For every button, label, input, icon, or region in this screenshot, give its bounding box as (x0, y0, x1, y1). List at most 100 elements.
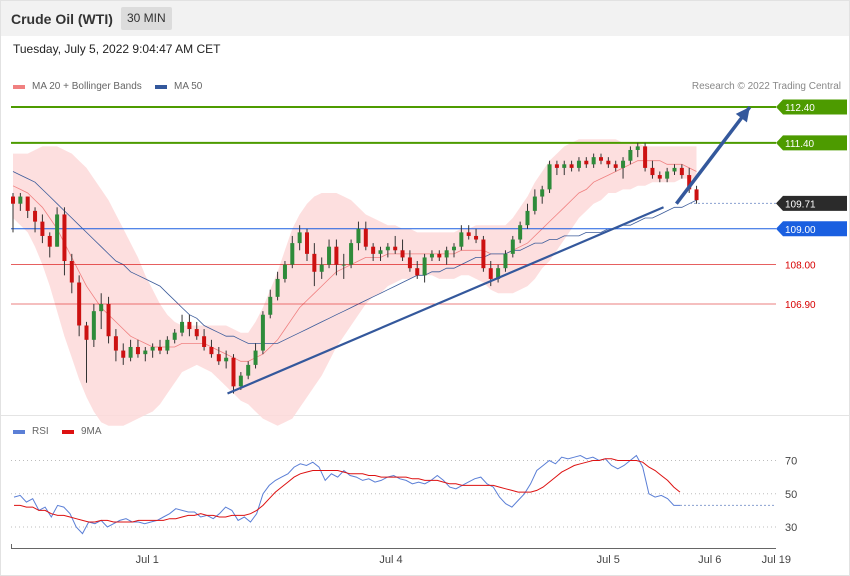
timestamp: Tuesday, July 5, 2022 9:04:47 AM CET (13, 42, 221, 56)
legend-ma20: MA 20 + Bollinger Bands (13, 81, 142, 92)
candle-body (679, 167, 684, 176)
candle-body (356, 228, 361, 244)
candle-body (260, 314, 265, 351)
candle-body (474, 235, 479, 240)
ma20-line (12, 160, 697, 362)
candle-body (407, 257, 412, 269)
candle-body (47, 235, 52, 247)
candle-body (305, 232, 309, 254)
candle-body (437, 253, 442, 258)
legend-9ma-label: 9MA (81, 426, 102, 437)
candle-body (84, 325, 89, 340)
candle-body (606, 160, 611, 165)
candle-body (268, 296, 273, 315)
level-label-109.00: 109.00 (785, 225, 816, 236)
candle-body (135, 346, 140, 355)
x-tick-label: Jul 6 (698, 554, 721, 566)
legend-ma20-swatch (13, 84, 25, 89)
support-trendline (227, 206, 664, 395)
candle-body (422, 257, 427, 276)
candle-body (290, 243, 295, 265)
candle-body (400, 250, 405, 258)
credit-text: Research © 2022 Trading Central (691, 81, 841, 92)
candle-body (180, 321, 185, 333)
candle-body (327, 246, 332, 265)
candle-body (238, 375, 243, 387)
candle-body (158, 346, 162, 351)
candle-body (452, 246, 456, 251)
level-tag-109.71 (776, 195, 847, 211)
candle-body (459, 232, 464, 247)
x-tick-label: Jul 1 (136, 554, 159, 566)
candle-body (643, 146, 648, 168)
ma50-line (12, 171, 697, 344)
level-tag-112.40 (776, 99, 847, 115)
candle-body (613, 164, 618, 168)
candle-body (532, 196, 537, 211)
candle-body (33, 210, 38, 222)
level-label-106.90: 106.90 (785, 300, 816, 311)
candle-body (246, 364, 251, 376)
level-label-112.40: 112.40 (785, 103, 815, 114)
instrument-title: Crude Oil (WTI) (11, 11, 113, 27)
rsi-tick-50: 50 (785, 489, 797, 501)
candle-body (694, 189, 699, 201)
legend-9ma-swatch (62, 429, 74, 434)
level-label-108.00: 108.00 (785, 261, 816, 272)
x-tick-label: Jul 19 (762, 554, 791, 566)
candle-body (312, 253, 317, 272)
legend-ma50: MA 50 (155, 81, 202, 92)
level-label-109.71: 109.71 (785, 199, 816, 210)
projection-arrow-shaft (675, 105, 752, 205)
legend-rsi-swatch (13, 429, 25, 434)
candle-body (628, 149, 633, 161)
candle-body (562, 164, 567, 168)
candle-body (187, 321, 192, 330)
candle-body (635, 146, 640, 150)
timeframe-button[interactable]: 30 MIN (121, 7, 172, 30)
candle-body (106, 304, 111, 337)
rsi-9ma-line (14, 458, 681, 523)
candle-body (488, 268, 493, 279)
candle-body (40, 221, 45, 236)
candle-body (481, 239, 486, 269)
level-label-111.40: 111.40 (785, 139, 815, 150)
candle-body (525, 210, 530, 226)
bollinger-band (13, 139, 697, 426)
candle-body (547, 164, 552, 190)
candle-body (341, 264, 346, 266)
candle-body (202, 336, 207, 347)
candle-body (216, 354, 221, 362)
legend-ma50-swatch (155, 84, 167, 89)
candle-body (569, 164, 574, 168)
candle-body (665, 171, 670, 179)
x-tick-label: Jul 4 (379, 554, 402, 566)
candle-body (275, 278, 280, 297)
projection-arrow-head (735, 107, 750, 123)
candle-body (510, 239, 515, 254)
candle-body (91, 311, 96, 340)
candle-body (540, 189, 545, 197)
candle-body (371, 246, 376, 254)
candle-body (657, 175, 662, 179)
legend-rsi-label: RSI (32, 426, 49, 437)
candle-body (650, 167, 655, 176)
legend-ma50-label: MA 50 (174, 81, 203, 92)
candle-body (466, 232, 471, 236)
candle-body (319, 264, 324, 272)
candle-body (128, 346, 133, 358)
candle-body (25, 196, 30, 211)
candle-body (378, 250, 383, 254)
candle-body (99, 304, 104, 312)
candle-body (165, 339, 170, 351)
rsi-tick-70: 70 (785, 456, 797, 468)
candle-body (150, 346, 155, 351)
candle-body (334, 246, 339, 265)
candle-body (113, 336, 118, 351)
candle-body (518, 225, 523, 240)
candle-body (172, 332, 177, 340)
level-tag-109.00 (776, 221, 847, 237)
candle-body (687, 175, 692, 190)
candle-body (584, 160, 589, 165)
